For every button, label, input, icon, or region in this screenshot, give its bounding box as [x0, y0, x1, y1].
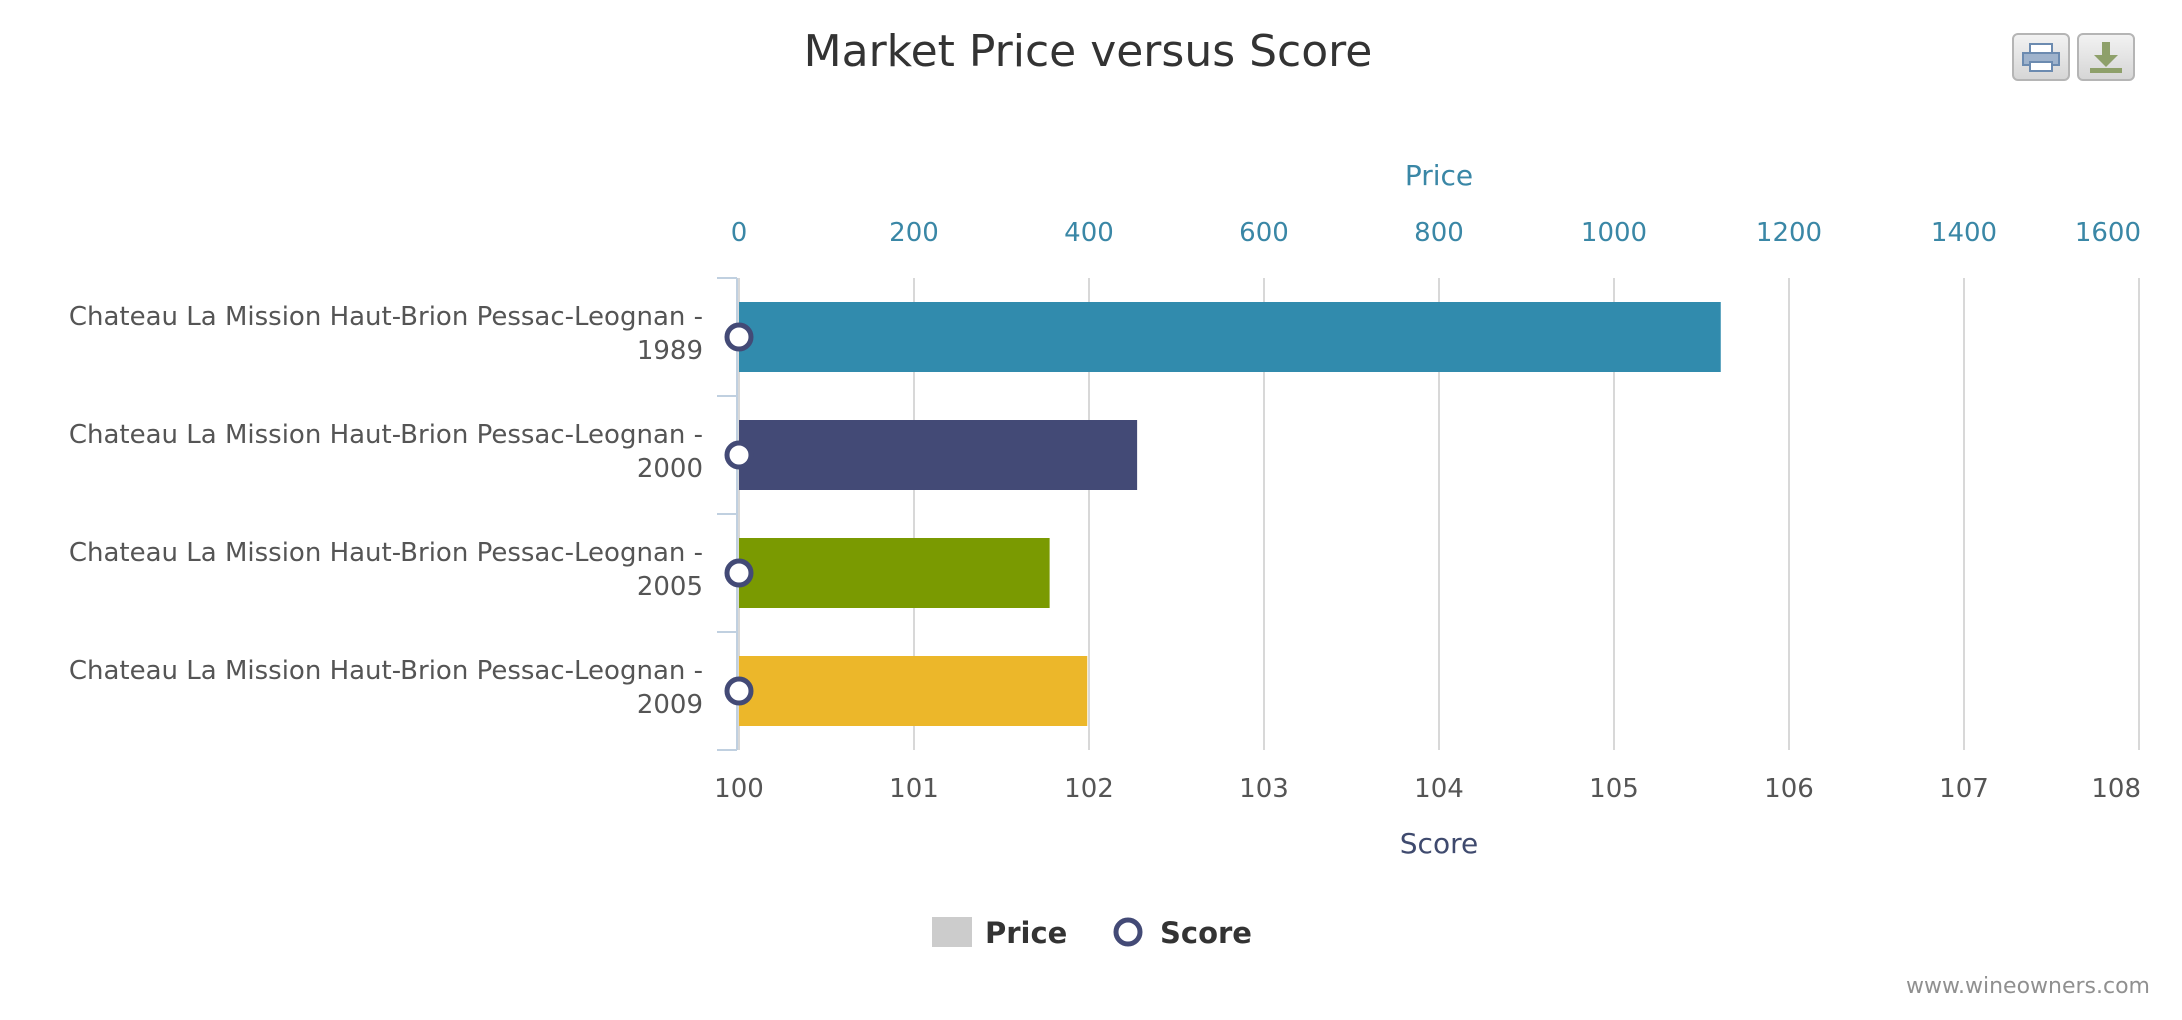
price-bar	[739, 420, 1138, 490]
score-point	[724, 558, 754, 588]
category-label: Chateau La Mission Haut-Brion Pessac-Leo…	[69, 656, 703, 686]
category-label: Chateau La Mission Haut-Brion Pessac-Leo…	[69, 302, 703, 332]
score-point	[724, 676, 754, 706]
category-label: 2009	[637, 690, 703, 720]
score-tick-label: 102	[1064, 774, 1114, 804]
category-label: Chateau La Mission Haut-Brion Pessac-Leo…	[69, 538, 703, 568]
legend-score-marker	[1113, 917, 1143, 947]
score-tick-label: 103	[1239, 774, 1289, 804]
category-label: 1989	[637, 336, 703, 366]
score-tick-label: 104	[1414, 774, 1464, 804]
score-tick-label: 100	[714, 774, 764, 804]
score-tick-label: 107	[1939, 774, 1989, 804]
download-icon	[2090, 42, 2122, 73]
category-label: 2005	[637, 572, 703, 602]
print-icon	[2022, 43, 2060, 72]
price-tick-label: 1400	[1931, 218, 1997, 248]
category-label: Chateau La Mission Haut-Brion Pessac-Leo…	[69, 420, 703, 450]
credits-link[interactable]: www.wineowners.com	[1906, 974, 2150, 999]
score-tick-label: 101	[889, 774, 939, 804]
price-tick-label: 600	[1239, 218, 1289, 248]
print-button[interactable]	[2012, 33, 2070, 81]
score-point	[724, 322, 754, 352]
price-tick-label: 400	[1064, 218, 1114, 248]
price-bar	[739, 302, 1721, 372]
download-button[interactable]	[2077, 33, 2135, 81]
price-bar	[739, 656, 1088, 726]
price-tick-label: 200	[889, 218, 939, 248]
score-tick-label: 108	[2091, 774, 2141, 804]
legend-price-swatch	[932, 917, 972, 947]
price-tick-label: 0	[731, 218, 748, 248]
legend-score-label: Score	[1160, 916, 1252, 950]
price-bar	[739, 538, 1050, 608]
chart-title: Market Price versus Score	[804, 26, 1373, 77]
score-axis-title: Score	[1400, 827, 1478, 860]
score-tick-label: 105	[1589, 774, 1639, 804]
price-tick-label: 1200	[1756, 218, 1822, 248]
score-point	[724, 440, 754, 470]
score-tick-label: 106	[1764, 774, 1814, 804]
price-tick-label: 1600	[2075, 218, 2141, 248]
price-axis-title: Price	[1405, 159, 1473, 192]
legend-price-label: Price	[985, 916, 1067, 950]
price-tick-label: 800	[1414, 218, 1464, 248]
category-label: 2000	[637, 454, 703, 484]
price-tick-label: 1000	[1581, 218, 1647, 248]
